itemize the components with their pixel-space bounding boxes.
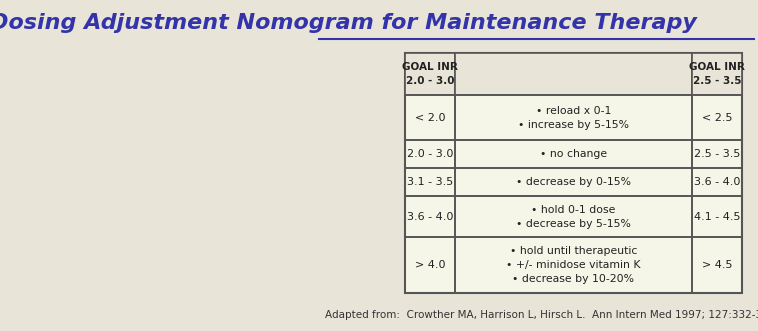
Bar — [406, 237, 455, 293]
Text: • reload x 0-1
• increase by 5-15%: • reload x 0-1 • increase by 5-15% — [518, 106, 629, 130]
Text: < 2.5: < 2.5 — [701, 113, 732, 122]
Text: • hold 0-1 dose
• decrease by 5-15%: • hold 0-1 dose • decrease by 5-15% — [516, 205, 631, 229]
Text: GOAL INR
2.0 - 3.0: GOAL INR 2.0 - 3.0 — [402, 63, 458, 86]
Text: < 2.0: < 2.0 — [415, 113, 446, 122]
Bar — [692, 196, 741, 237]
Bar — [455, 196, 692, 237]
Bar — [692, 53, 741, 95]
Bar — [406, 95, 455, 140]
Text: GOAL INR
2.5 - 3.5: GOAL INR 2.5 - 3.5 — [689, 63, 744, 86]
Text: • hold until therapeutic
• +/- minidose vitamin K
• decrease by 10-20%: • hold until therapeutic • +/- minidose … — [506, 246, 641, 284]
Text: > 4.5: > 4.5 — [701, 260, 732, 270]
Bar — [406, 53, 741, 293]
Bar — [455, 140, 692, 168]
Bar — [406, 140, 455, 168]
Bar — [406, 196, 455, 237]
Bar — [692, 168, 741, 196]
Bar — [455, 237, 692, 293]
Bar — [692, 95, 741, 140]
Text: Dosing Adjustment Nomogram for Maintenance Therapy: Dosing Adjustment Nomogram for Maintenan… — [0, 13, 697, 33]
Text: • decrease by 0-15%: • decrease by 0-15% — [516, 177, 631, 187]
Bar — [455, 168, 692, 196]
Text: 2.0 - 3.0: 2.0 - 3.0 — [407, 149, 453, 159]
Text: 3.1 - 3.5: 3.1 - 3.5 — [407, 177, 453, 187]
Bar — [692, 237, 741, 293]
Text: 4.1 - 4.5: 4.1 - 4.5 — [694, 212, 740, 221]
Bar — [692, 140, 741, 168]
Bar — [455, 95, 692, 140]
Text: 3.6 - 4.0: 3.6 - 4.0 — [694, 177, 740, 187]
Text: 2.5 - 3.5: 2.5 - 3.5 — [694, 149, 740, 159]
Text: • no change: • no change — [540, 149, 607, 159]
Bar — [455, 53, 692, 95]
Bar — [406, 168, 455, 196]
Bar — [406, 53, 455, 95]
Text: 3.6 - 4.0: 3.6 - 4.0 — [407, 212, 453, 221]
Text: Adapted from:  Crowther MA, Harrison L, Hirsch L.  Ann Intern Med 1997; 127:332-: Adapted from: Crowther MA, Harrison L, H… — [325, 310, 758, 320]
Text: > 4.0: > 4.0 — [415, 260, 446, 270]
